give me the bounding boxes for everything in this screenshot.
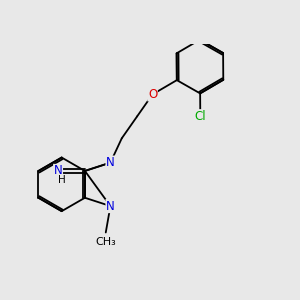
- Text: O: O: [148, 88, 157, 101]
- Text: N: N: [106, 200, 115, 213]
- Text: Cl: Cl: [194, 110, 206, 123]
- Text: N: N: [106, 156, 115, 169]
- Text: H: H: [58, 175, 66, 185]
- Text: N: N: [54, 164, 62, 177]
- Text: CH₃: CH₃: [95, 237, 116, 248]
